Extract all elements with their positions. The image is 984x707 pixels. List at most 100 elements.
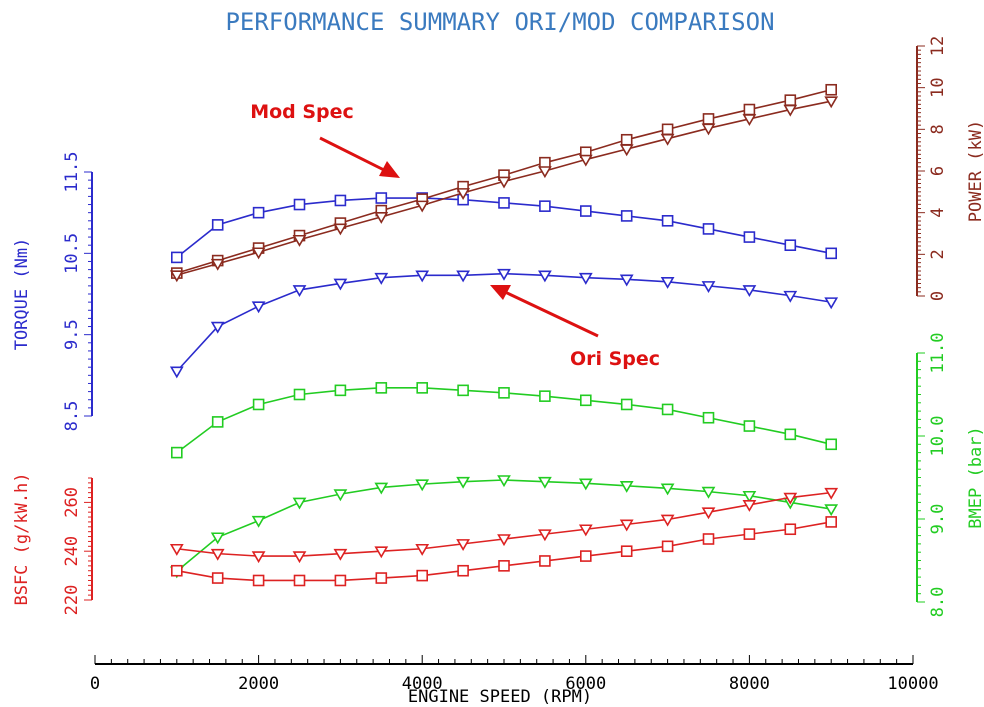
bmep-square-marker <box>579 394 592 407</box>
ori-spec-label: Ori Spec <box>570 348 660 370</box>
bmep-square-marker <box>661 403 674 416</box>
bsfc-tick-label: 240 <box>62 536 82 567</box>
bmep-triangle-marker <box>742 490 757 503</box>
x-tick-label: 6000 <box>565 674 606 694</box>
bsfc-triangle-marker <box>578 524 593 537</box>
ori-spec-annotation: Ori Spec <box>490 285 660 370</box>
bsfc-square-marker <box>211 572 224 584</box>
x-tick-label: 8000 <box>729 674 770 694</box>
power-square-marker <box>825 83 838 96</box>
power-triangle-marker <box>497 176 511 189</box>
bmep-square-marker <box>293 388 306 401</box>
power-tick-label: 12 <box>928 36 948 56</box>
bmep-triangle-marker <box>538 476 552 489</box>
torque-square-marker <box>171 251 183 264</box>
bsfc-triangle-marker <box>742 500 757 512</box>
bsfc-square-marker <box>375 572 388 584</box>
power-tick-label: 2 <box>928 249 948 259</box>
bsfc-square-marker <box>498 560 510 572</box>
bsfc-square-marker <box>702 533 715 545</box>
bsfc-triangle-marker <box>374 546 389 559</box>
bmep-square-marker <box>539 390 551 402</box>
mod-spec-arrowhead <box>379 161 400 178</box>
power-triangle-marker <box>660 133 675 146</box>
bmep-triangle-marker <box>292 497 307 510</box>
x-tick-label: 4000 <box>402 674 443 694</box>
bsfc-triangle-marker <box>333 548 348 561</box>
torque-square-marker <box>702 223 715 235</box>
torque-triangle-marker <box>701 281 716 293</box>
torque-square-marker <box>579 205 592 217</box>
power-tick-label: 10 <box>928 77 948 97</box>
torque-triangle-marker <box>415 270 430 283</box>
torque-triangle-marker <box>333 278 348 291</box>
bmep-square-marker <box>334 384 347 397</box>
power-triangle-marker <box>538 166 552 179</box>
x-axis-label: ENGINE SPEED (RPM) <box>408 687 592 707</box>
series-layer <box>169 83 839 587</box>
bmep-square-marker <box>457 384 469 397</box>
bmep-axis-label: BMEP (bar) <box>966 426 984 528</box>
bmep-tick-label: 8.0 <box>928 587 948 618</box>
torque-square-marker <box>293 198 306 211</box>
bmep-triangle-marker <box>701 486 716 499</box>
bsfc-square-line <box>176 521 832 582</box>
bmep-tick-label: 9.0 <box>928 504 948 535</box>
bmep-triangle-marker <box>619 480 634 493</box>
bsfc-square-marker <box>293 574 306 587</box>
bsfc-triangle-marker <box>251 551 266 564</box>
bsfc-triangle-line <box>176 491 832 557</box>
torque-square-marker <box>334 194 347 207</box>
power-triangle-marker <box>333 223 348 236</box>
power-square-marker <box>743 103 756 116</box>
bmep-square-marker <box>171 446 183 459</box>
torque-triangle-marker <box>619 274 634 287</box>
bsfc-square-marker <box>661 540 674 553</box>
bmep-square-marker <box>784 428 797 441</box>
torque-triangle-marker <box>824 297 839 310</box>
power-triangle-marker <box>456 188 470 200</box>
power-tick-label: 0 <box>928 291 948 301</box>
power-triangle-series <box>169 96 839 283</box>
x-tick-label: 10000 <box>887 674 938 694</box>
bsfc-square-marker <box>743 528 756 540</box>
bmep-square-marker <box>702 411 715 424</box>
torque-tick-label: 10.5 <box>62 233 82 274</box>
torque-square-marker <box>252 206 265 219</box>
bsfc-tick-label: 260 <box>62 487 82 518</box>
bsfc-triangle-marker <box>538 529 552 542</box>
bmep-triangle-series <box>169 475 839 579</box>
bmep-square-marker <box>743 420 756 432</box>
torque-triangle-marker <box>497 268 511 281</box>
power-triangle-marker <box>783 104 798 117</box>
bmep-triangle-marker <box>497 475 511 488</box>
bmep-square-series <box>171 382 838 459</box>
power-square-marker <box>784 94 797 106</box>
bmep-square-marker <box>620 398 633 411</box>
bmep-square-marker <box>825 438 838 451</box>
bsfc-square-marker <box>252 574 265 587</box>
torque-triangle-marker <box>456 270 470 283</box>
bmep-triangle-marker <box>374 482 389 495</box>
torque-triangle-marker <box>169 366 184 379</box>
bsfc-square-marker <box>416 569 429 582</box>
bsfc-triangle-marker <box>783 492 798 505</box>
bmep-tick-label: 10.0 <box>928 416 948 457</box>
torque-triangle-marker <box>374 272 389 285</box>
axes-layer: 0 2000 4000 6000 8000 10000 ENGINE SPEED (RPM)… <box>12 36 984 707</box>
bmep-triangle-marker <box>210 532 225 545</box>
power-tick-label: 4 <box>928 208 948 218</box>
ori-spec-arrow-line <box>504 290 599 338</box>
power-triangle-marker <box>210 258 225 271</box>
torque-triangle-marker <box>578 272 593 285</box>
power-tick-label: 6 <box>928 166 948 176</box>
bmep-square-marker <box>211 416 224 428</box>
bsfc-square-marker <box>334 574 347 587</box>
bmep-square-marker <box>252 398 265 411</box>
bmep-square-marker <box>416 382 429 394</box>
torque-square-marker <box>498 197 510 209</box>
power-tick-label: 8 <box>928 124 948 134</box>
bsfc-square-marker <box>825 516 838 528</box>
bmep-triangle-marker <box>660 483 675 496</box>
